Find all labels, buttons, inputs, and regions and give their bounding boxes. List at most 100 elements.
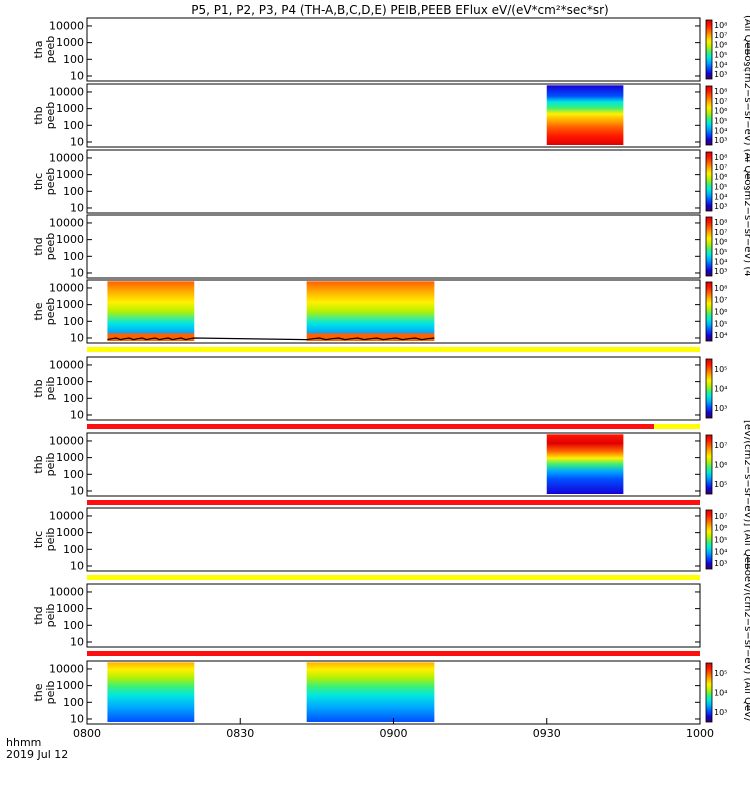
y-tick-label: 1000 [56,526,84,539]
y-tick-label: 10000 [49,19,84,32]
spectrogram-data-block [546,434,624,494]
spectrogram-panel: 10 100 1000 10000 the peib [32,660,701,725]
x-tick-label: 0830 [226,727,254,740]
panel-label: peeb [44,36,57,64]
spectrogram-data-block [107,281,195,341]
colorbar-tick-label: 10⁶ [714,41,727,50]
y-tick-label: 100 [63,250,84,263]
panel-label: the [32,302,45,320]
flag-bar-yellow [654,424,700,429]
colorbar-tick-label: 10⁶ [714,173,727,182]
colorbar-tick-label: 10⁶ [714,238,727,247]
colorbar-tick-label: 10⁵ [714,116,727,125]
panel-label: thb [32,455,45,473]
colorbar-tick-label: 10⁵ [714,536,727,545]
colorbar-tick-label: 10⁵ [714,50,727,59]
spectrogram-panel: 10 100 1000 10000 thb peib [32,432,701,497]
y-tick-label: 1000 [56,168,84,181]
x-tick-label: 0930 [533,727,561,740]
panel-frame [86,583,701,648]
panel-frame [86,507,701,572]
y-tick-label: 100 [63,185,84,198]
y-tick-label: 10 [70,712,84,725]
panel-label: peib [44,377,57,401]
flag-bar-red [87,500,700,505]
panel-label: peeb [44,102,57,130]
spectrogram-data-block [546,85,624,145]
spacecraft-potential-line [107,337,435,341]
y-tick-label: 1000 [56,679,84,692]
colorbar-tick-label: 10⁵ [714,319,727,328]
colorbar-tick-label: 10⁵ [714,182,727,191]
colorbar-tick-label: 10⁴ [714,547,727,556]
y-tick-label: 100 [63,619,84,632]
panel-label: peeb [44,233,57,261]
colorbar-tick-label: 10⁷ [714,97,727,106]
spectrogram-data-block [107,662,195,722]
colorbar-tick-label: 10⁸ [714,21,727,30]
panel-label: thd [32,606,45,624]
colorbar-tick-label: 10⁵ [714,480,727,489]
colorbar [705,434,713,495]
spectrogram-panel: 10 100 1000 10000 thc peib [32,507,701,572]
colorbar-tick-label: 10⁵ [714,365,727,374]
colorbar [705,85,713,146]
y-tick-label: 10 [70,69,84,82]
panel-frame [86,279,701,344]
y-tick-label: 1000 [56,36,84,49]
colorbar-tick-label: 10³ [714,708,727,717]
flag-bar-yellow [87,347,700,352]
y-tick-label: 1000 [56,602,84,615]
time-axis: 0800 0830 0900 0930 1000 [73,718,714,740]
y-tick-label: 10000 [49,585,84,598]
colorbar-tick-label: 10⁷ [714,228,727,237]
colorbar-tick-label: 10⁴ [714,689,727,698]
y-tick-label: 10 [70,484,84,497]
colorbar-side-label-electron: (All Qe̶B̶ö§¢m2−s−sr−eV) (A̶l̶ Qe̶ö§m2−s… [742,15,750,277]
y-tick-label: 10000 [49,509,84,522]
colorbar-tick-label: 10³ [714,404,727,413]
panel-frame [86,214,701,279]
spectrogram-panel: 10 100 1000 10000 thb peeb [32,83,701,148]
y-tick-label: 10 [70,266,84,279]
colorbar-tick-label: 10³ [714,267,727,276]
y-tick-label: 100 [63,696,84,709]
y-tick-label: 10000 [49,216,84,229]
x-tick-label: 0800 [73,727,101,740]
colorbar-tick-label: 10⁷ [714,163,727,172]
flag-bar-red [87,651,700,656]
panel-label: tha [32,40,45,58]
panel-label: thd [32,237,45,255]
panel-label: peeb [44,298,57,326]
y-tick-label: 10000 [49,85,84,98]
x-tick-label: 0900 [380,727,408,740]
colorbar-tick-label: 10⁸ [714,218,727,227]
panel-frame [86,356,701,421]
y-tick-label: 100 [63,543,84,556]
y-tick-label: 10000 [49,662,84,675]
y-tick-label: 1000 [56,233,84,246]
colorbar-side-label-ion: [eV/(cm2−s−sr−eV)] (All Qe̶B̶öeV/(cm2−s−… [742,420,750,722]
y-tick-label: 10 [70,331,84,344]
panel-label: peeb [44,168,57,196]
colorbar-tick-label: 10⁸ [714,153,727,162]
panel-label: peib [44,453,57,477]
colorbar-tick-label: 10⁴ [714,192,727,201]
spectrogram-panel: 10 100 1000 10000 the peeb [32,279,701,344]
colorbar-tick-label: 10⁴ [714,126,727,135]
y-tick-label: 100 [63,392,84,405]
panel-label: the [32,683,45,701]
colorbar [705,662,713,723]
flag-bar-yellow [87,575,700,580]
spectrogram-panel: 10 100 1000 10000 thb peib [32,356,701,421]
colorbar-tick-label: 10⁷ [714,31,727,40]
colorbar-tick-label: 10⁴ [714,60,727,69]
y-tick-label: 10 [70,635,84,648]
colorbar-tick-label: 10⁶ [714,107,727,116]
colorbar-tick-label: 10⁶ [714,461,727,470]
colorbar-tick-label: 10⁷ [714,296,727,305]
y-tick-label: 10 [70,559,84,572]
y-tick-label: 10000 [49,281,84,294]
